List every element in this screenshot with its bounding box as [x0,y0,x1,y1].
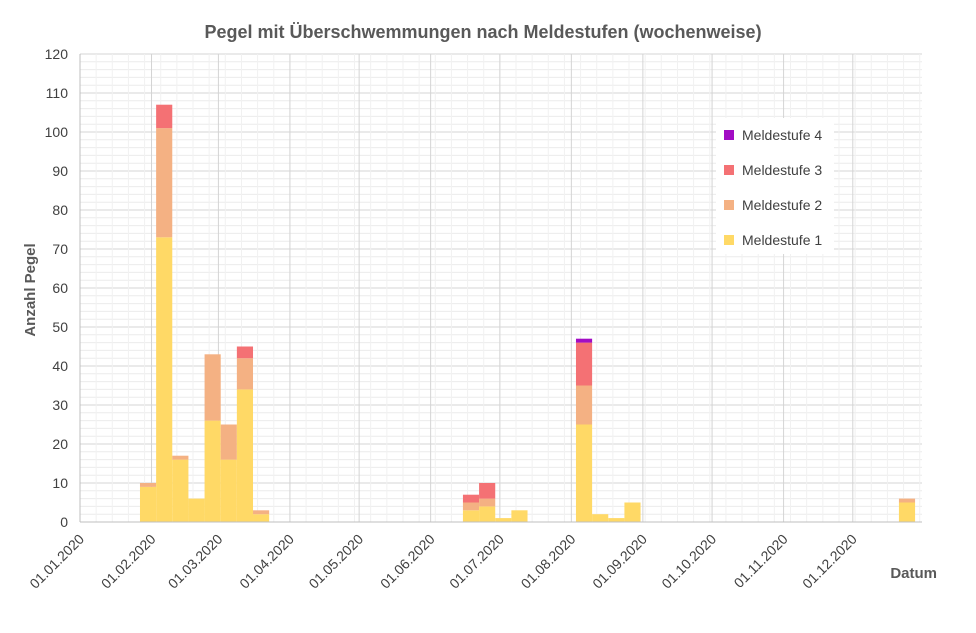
bar-segment [898,498,916,503]
bar-segment [898,502,916,522]
y-axis-label: Anzahl Pegel [22,243,39,336]
legend-label: Meldestufe 2 [742,197,822,213]
y-tick-label: 60 [52,280,68,296]
legend-label: Meldestufe 3 [742,162,822,178]
y-tick-label: 40 [52,358,68,374]
bar-segment [139,483,157,487]
bar-segment [188,498,205,522]
bar-segment [479,483,496,499]
bar-segment [592,514,609,522]
bar-segment [575,342,593,386]
bar-segment [462,510,480,522]
bar-segment [575,385,593,425]
bar-segment [624,502,641,522]
legend-label: Meldestufe 1 [742,232,822,248]
bar-segment [236,346,254,359]
y-tick-label: 110 [46,85,69,101]
legend-swatch [724,235,734,245]
bar-segment [575,338,593,343]
y-tick-label: 50 [52,319,68,335]
bar-segment [479,506,496,522]
bar-segment [253,510,270,515]
bar-segment [253,514,270,522]
axes [79,54,922,523]
bar-segment [220,459,237,522]
legend-label: Meldestufe 4 [742,127,822,143]
legend-box [716,118,834,254]
bar-segment [462,502,480,511]
y-tick-label: 10 [52,475,68,491]
bar-segment [511,510,528,522]
bar-segment [139,486,157,522]
y-tick-label: 100 [45,124,69,140]
bar-segment [172,459,189,522]
y-tick-label: 80 [52,202,68,218]
bar-segment [462,494,480,503]
legend-swatch [724,165,734,175]
bar-segment [204,354,221,421]
bar-segment [156,104,173,129]
bar-segment [495,518,512,522]
legend-swatch [724,130,734,140]
bar-segment [156,128,173,238]
y-tick-labels: 0 10 20 30 40 50 60 70 80 90 100 110 120 [45,46,69,530]
y-tick-label: 120 [45,46,69,62]
y-tick-label: 70 [52,241,68,257]
legend-swatch [724,200,734,210]
y-tick-label: 30 [52,397,68,413]
y-tick-label: 0 [60,514,68,530]
bar-segment [156,237,173,523]
chart-title: Pegel mit Überschwemmungen nach Meldestu… [204,22,761,42]
bar-segment [204,420,221,522]
bar-segment [236,389,254,522]
bar-segment [575,424,593,522]
legend: Meldestufe 4 Meldestufe 3 Meldestufe 2 Meld… [716,118,834,254]
y-tick-label: 20 [52,436,68,452]
y-tick-label: 90 [52,163,68,179]
bar-segment [220,424,237,460]
bar-segment [608,518,625,522]
bar-segment [172,455,189,460]
x-axis-label: Datum [890,565,937,582]
bar-segment [479,498,496,507]
bars [139,104,916,523]
bar-segment [236,358,254,390]
